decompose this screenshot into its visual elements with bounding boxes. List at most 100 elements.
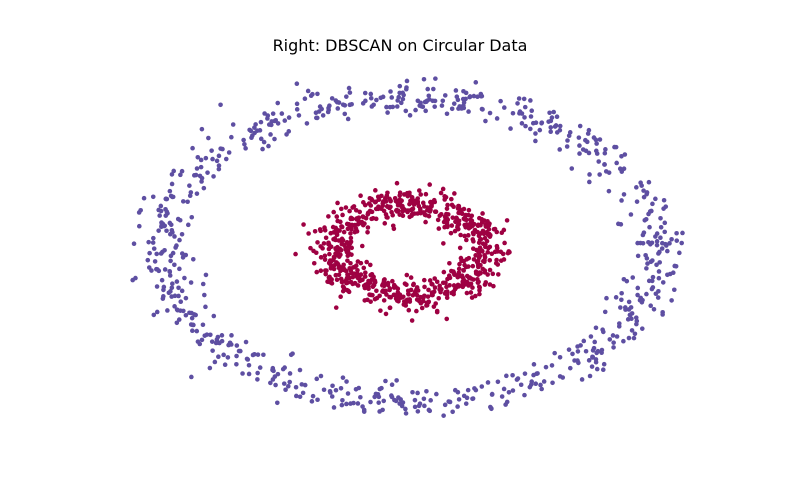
scatter-point bbox=[146, 265, 152, 270]
scatter-point bbox=[353, 208, 359, 213]
scatter-point bbox=[229, 333, 234, 338]
scatter-point bbox=[158, 251, 164, 256]
scatter-point bbox=[617, 166, 623, 171]
scatter-point bbox=[543, 364, 549, 370]
scatter-point bbox=[383, 378, 388, 384]
scatter-point bbox=[485, 272, 490, 277]
scatter-point bbox=[495, 379, 501, 385]
scatter-point bbox=[427, 278, 433, 283]
scatter-point bbox=[611, 340, 616, 345]
scatter-point bbox=[394, 180, 400, 186]
scatter-point bbox=[569, 166, 575, 171]
scatter-point bbox=[293, 393, 299, 399]
scatter-point bbox=[381, 398, 387, 404]
scatter-point bbox=[333, 272, 339, 278]
scatter-point bbox=[590, 354, 596, 360]
scatter-point bbox=[183, 312, 189, 318]
scatter-point bbox=[338, 385, 344, 391]
scatter-point bbox=[328, 230, 334, 236]
scatter-point bbox=[336, 265, 342, 271]
scatter-point bbox=[529, 379, 535, 384]
scatter-point bbox=[458, 232, 463, 238]
scatter-point bbox=[593, 325, 599, 331]
scatter-point bbox=[410, 282, 416, 288]
scatter-point bbox=[635, 253, 641, 259]
scatter-point bbox=[677, 250, 682, 256]
scatter-point bbox=[611, 345, 616, 350]
scatter-point bbox=[282, 365, 287, 370]
scatter-point bbox=[168, 231, 173, 237]
scatter-point bbox=[333, 387, 339, 393]
scatter-point bbox=[189, 374, 194, 380]
scatter-point bbox=[378, 95, 384, 101]
scatter-point bbox=[160, 296, 166, 301]
scatter-point bbox=[326, 105, 331, 111]
scatter-point bbox=[362, 221, 367, 226]
scatter-point bbox=[638, 240, 643, 246]
scatter-point bbox=[380, 281, 386, 287]
scatter-point bbox=[665, 248, 670, 254]
scatter-point bbox=[168, 193, 174, 199]
scatter-point bbox=[221, 352, 226, 358]
scatter-point bbox=[294, 107, 300, 112]
scatter-point bbox=[586, 127, 592, 133]
scatter-point bbox=[613, 295, 619, 300]
scatter-point bbox=[363, 98, 368, 104]
scatter-point bbox=[468, 281, 474, 287]
scatter-point bbox=[179, 231, 185, 237]
scatter-point bbox=[488, 404, 493, 410]
scatter-point bbox=[662, 229, 668, 235]
scatter-point bbox=[629, 328, 635, 333]
scatter-point bbox=[529, 108, 535, 114]
scatter-point bbox=[461, 88, 466, 94]
scatter-point bbox=[657, 249, 662, 255]
scatter-point bbox=[482, 254, 488, 260]
scatter-point bbox=[293, 384, 299, 390]
scatter-point bbox=[438, 190, 444, 196]
scatter-point bbox=[445, 276, 450, 282]
scatter-point bbox=[343, 205, 349, 210]
scatter-point bbox=[167, 273, 173, 278]
scatter-point bbox=[409, 211, 415, 217]
scatter-point bbox=[537, 127, 543, 133]
scatter-point bbox=[189, 214, 195, 220]
scatter-point bbox=[660, 312, 665, 317]
scatter-point bbox=[428, 398, 433, 403]
scatter-point bbox=[503, 402, 508, 407]
scatter-point bbox=[630, 275, 636, 280]
scatter-point bbox=[632, 331, 638, 337]
scatter-point bbox=[567, 365, 573, 371]
scatter-point bbox=[596, 159, 602, 164]
scatter-point bbox=[216, 340, 221, 346]
scatter-point bbox=[649, 286, 655, 292]
scatter-point bbox=[246, 371, 252, 377]
scatter-point bbox=[445, 217, 451, 223]
scatter-point bbox=[188, 280, 194, 285]
scatter-point bbox=[403, 108, 409, 114]
scatter-point bbox=[178, 299, 184, 305]
scatter-point bbox=[478, 93, 484, 99]
scatter-point bbox=[602, 309, 608, 315]
scatter-point bbox=[229, 134, 234, 140]
scatter-point bbox=[172, 262, 177, 268]
scatter-point bbox=[405, 193, 411, 199]
scatter-point bbox=[203, 304, 208, 310]
scatter-point bbox=[479, 106, 485, 112]
scatter-point bbox=[468, 217, 473, 222]
scatter-point bbox=[528, 114, 534, 119]
scatter-point bbox=[145, 257, 151, 263]
scatter-point bbox=[638, 297, 644, 302]
scatter-point bbox=[270, 111, 276, 116]
scatter-point bbox=[163, 196, 169, 202]
scatter-point bbox=[269, 119, 274, 124]
scatter-point bbox=[195, 339, 201, 344]
scatter-point bbox=[404, 282, 409, 288]
scatter-point bbox=[170, 250, 176, 256]
scatter-point bbox=[638, 180, 643, 186]
scatter-point bbox=[223, 156, 229, 162]
scatter-point bbox=[273, 382, 278, 388]
scatter-point bbox=[385, 204, 391, 210]
scatter-point bbox=[345, 391, 351, 396]
scatter-point bbox=[576, 135, 582, 140]
scatter-point bbox=[464, 290, 470, 296]
